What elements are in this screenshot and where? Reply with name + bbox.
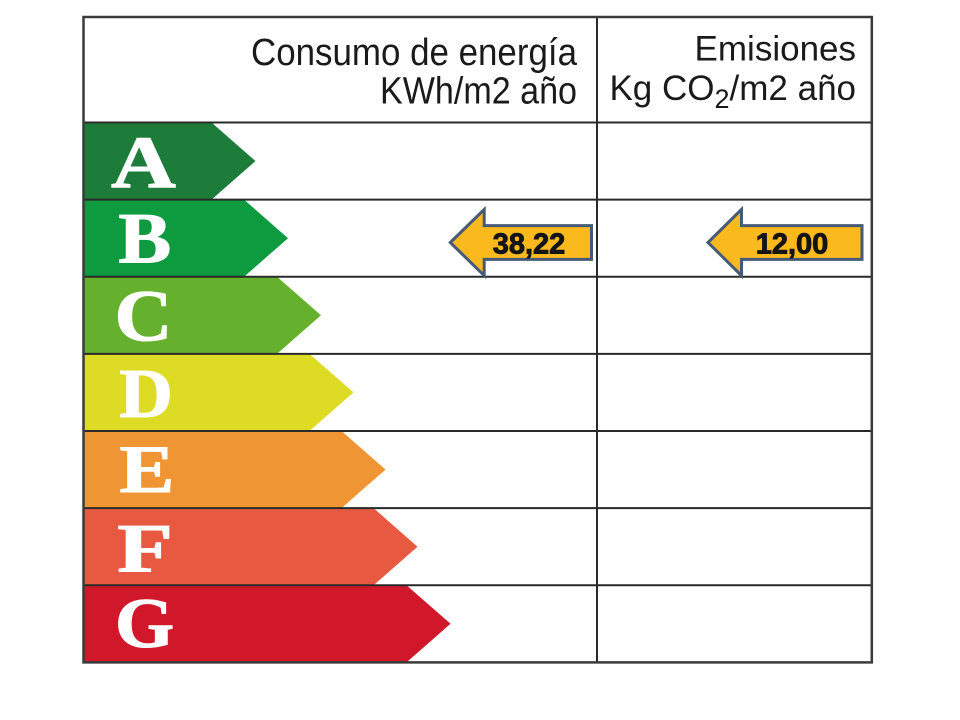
svg-text:Consumo de energía: Consumo de energía bbox=[251, 32, 578, 74]
svg-text:Kg CO2/m2 año: Kg CO2/m2 año bbox=[609, 69, 856, 114]
svg-text:KWh/m2 año: KWh/m2 año bbox=[380, 71, 577, 113]
svg-text:G: G bbox=[115, 583, 174, 662]
svg-text:B: B bbox=[118, 200, 171, 279]
svg-text:12,00: 12,00 bbox=[756, 229, 829, 261]
svg-text:F: F bbox=[117, 511, 173, 587]
svg-text:E: E bbox=[120, 433, 175, 508]
svg-text:C: C bbox=[115, 276, 173, 357]
svg-text:38,22: 38,22 bbox=[493, 229, 566, 261]
svg-text:A: A bbox=[111, 121, 176, 203]
svg-text:D: D bbox=[119, 355, 173, 433]
svg-text:Emisiones: Emisiones bbox=[695, 30, 856, 69]
